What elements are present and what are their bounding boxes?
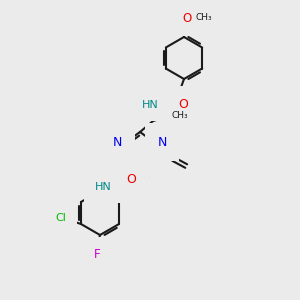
Text: F: F bbox=[94, 248, 100, 262]
Text: N: N bbox=[113, 136, 122, 148]
Text: CH₃: CH₃ bbox=[172, 112, 189, 121]
Text: HN: HN bbox=[142, 100, 158, 110]
Text: O: O bbox=[178, 98, 188, 112]
Text: Cl: Cl bbox=[56, 213, 66, 223]
Text: O: O bbox=[127, 173, 136, 186]
Text: HN: HN bbox=[95, 182, 112, 192]
Text: N: N bbox=[119, 153, 128, 167]
Text: CH₃: CH₃ bbox=[195, 14, 211, 22]
Text: O: O bbox=[182, 11, 192, 25]
Text: S: S bbox=[141, 169, 149, 182]
Text: N: N bbox=[158, 136, 167, 148]
